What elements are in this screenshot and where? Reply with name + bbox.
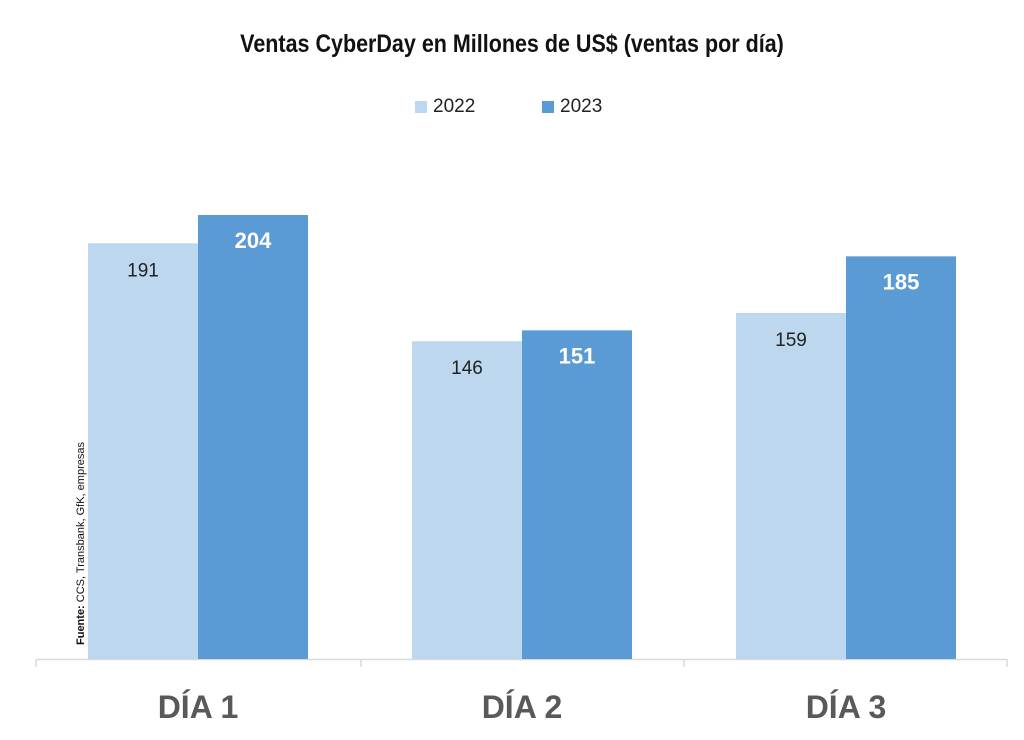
data-label-2022-1: 191	[127, 260, 159, 281]
data-label-2022-3: 159	[775, 330, 807, 351]
bar-2023-3	[846, 256, 956, 659]
bar-2022-2	[412, 341, 522, 659]
legend-label-2022: 2022	[433, 96, 476, 117]
legend-item-2023: 2023	[542, 95, 602, 119]
source-note: Fuente: CCS, Transbank, GfK, empresas	[75, 442, 87, 645]
legend-item-2022: 2022	[415, 95, 475, 119]
legend-label-2023: 2023	[560, 96, 603, 117]
data-label-2023-1: 204	[235, 228, 272, 253]
bar-2022-3	[736, 312, 846, 659]
bar-2023-2	[522, 330, 632, 659]
bar-2023-1	[198, 215, 308, 659]
data-label-2023-2: 151	[559, 343, 596, 368]
chart-title: Ventas CyberDay en Millones de US$ (vent…	[240, 30, 784, 58]
bar-2022-1	[88, 243, 198, 659]
data-label-2022-2: 146	[451, 358, 483, 379]
category-label-3: DÍA 3	[806, 689, 887, 725]
category-label-1: DÍA 1	[158, 689, 239, 725]
source-text: CCS, Transbank, GfK, empresas	[75, 442, 87, 606]
legend: 2022 2023	[0, 95, 1024, 119]
data-label-2023-3: 185	[883, 269, 920, 294]
source-label: Fuente:	[75, 605, 87, 645]
category-label-2: DÍA 2	[482, 689, 563, 725]
legend-swatch-2023	[542, 101, 554, 113]
legend-swatch-2022	[415, 101, 427, 113]
